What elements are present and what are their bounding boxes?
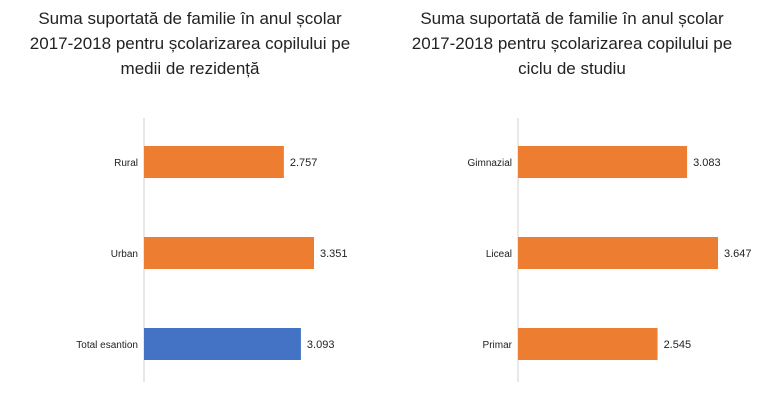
chart-title-study-cycle: Suma suportată de familie în anul școlar… bbox=[392, 6, 752, 81]
data-label: 3.093 bbox=[307, 339, 335, 351]
bar-urban bbox=[144, 237, 314, 269]
data-label: 3.083 bbox=[693, 157, 721, 169]
data-label: 3.647 bbox=[724, 248, 752, 260]
bar-rural bbox=[144, 146, 284, 178]
category-label: Urban bbox=[111, 249, 138, 260]
category-label: Total esantion bbox=[76, 340, 138, 351]
chart-title-line: Suma suportată de familie în anul școlar bbox=[420, 9, 724, 28]
chart-title-line: medii de rezidență bbox=[120, 59, 260, 78]
category-label: Liceal bbox=[486, 249, 512, 260]
bar-total-esantion bbox=[144, 328, 301, 360]
data-label: 2.545 bbox=[664, 339, 692, 351]
category-label: Rural bbox=[114, 158, 138, 169]
data-label: 3.351 bbox=[320, 248, 348, 260]
chart-title-line: Suma suportată de familie în anul școlar bbox=[38, 9, 342, 28]
category-label: Primar bbox=[483, 340, 513, 351]
chart-title-line: ciclu de studiu bbox=[518, 59, 626, 78]
bar-gimnazial bbox=[518, 146, 688, 178]
bar-liceal bbox=[518, 237, 718, 269]
bar-primar bbox=[518, 328, 658, 360]
chart-title-residence: Suma suportată de familie în anul școlar… bbox=[0, 6, 380, 81]
category-label: Gimnazial bbox=[468, 158, 512, 169]
data-label: 2.757 bbox=[290, 157, 318, 169]
chart-title-line: 2017-2018 pentru școlarizarea copilului … bbox=[411, 34, 733, 53]
chart-title-line: 2017-2018 pentru școlarizarea copilului … bbox=[29, 34, 351, 53]
